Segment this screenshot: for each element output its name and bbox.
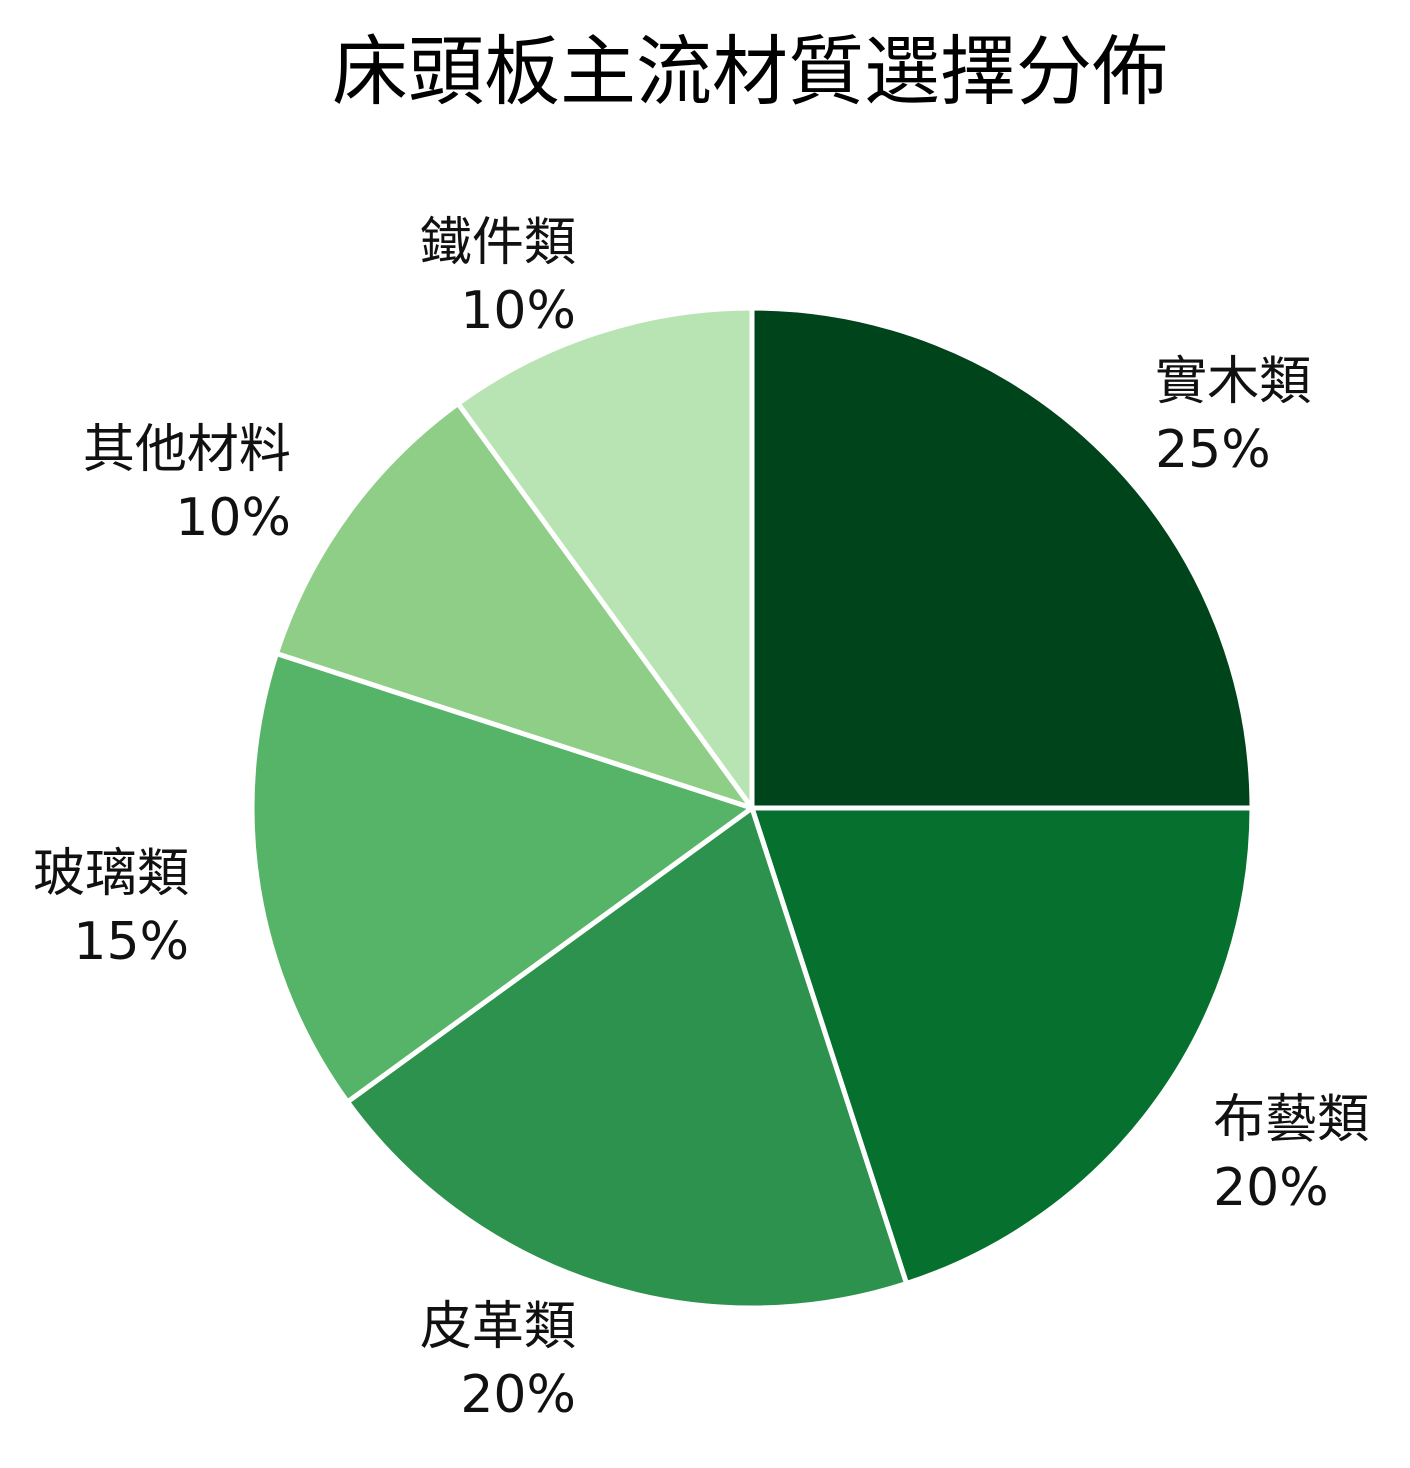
- pie-slice-4: [249, 650, 755, 1105]
- slice-label-1: 實木類: [1155, 352, 1311, 412]
- chart-title: 床頭板主流材質選擇分佈: [332, 27, 1168, 116]
- slice-label-2: 布藝類: [1213, 1090, 1369, 1150]
- pie-slice-1: [749, 305, 1255, 811]
- pie-slice-6: [455, 305, 755, 811]
- pie-labels: 實木類 25% 布藝類 20% 皮革類 20% 玻璃類 15% 其他材料 10% 鐵件類 10%: [33, 213, 1369, 1425]
- pie-slice-5: [273, 400, 755, 811]
- slice-label-3: 皮革類: [420, 1297, 576, 1357]
- pie-slice-2: [749, 805, 1255, 1287]
- slice-value-label-3: 20%: [460, 1365, 576, 1425]
- slice-value-label-2: 20%: [1213, 1158, 1329, 1218]
- pie-slices: [249, 305, 1255, 1311]
- slice-value-label-5: 10%: [175, 488, 291, 548]
- slice-label-5: 其他材料: [83, 420, 291, 480]
- pie-slice-3: [344, 805, 910, 1311]
- slice-value-label-1: 25%: [1155, 420, 1271, 480]
- slice-label-4: 玻璃類: [33, 844, 189, 904]
- slice-value-label-4: 15%: [73, 912, 189, 972]
- slice-label-6: 鐵件類: [420, 213, 576, 273]
- slice-value-label-6: 10%: [460, 281, 576, 341]
